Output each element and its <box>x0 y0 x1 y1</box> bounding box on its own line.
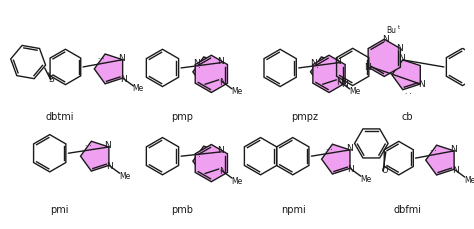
Text: Me: Me <box>231 87 243 96</box>
Text: Me: Me <box>119 172 130 181</box>
Polygon shape <box>195 55 228 93</box>
Text: · ·: · · <box>311 65 319 71</box>
Text: N: N <box>120 75 127 84</box>
Text: N: N <box>418 80 425 90</box>
Text: npmi: npmi <box>282 205 306 215</box>
Text: · ·: · · <box>194 154 201 160</box>
Text: pmi: pmi <box>50 205 69 215</box>
Text: N: N <box>341 80 347 89</box>
Text: N: N <box>335 57 341 66</box>
Text: N: N <box>217 146 224 155</box>
Text: N: N <box>396 44 403 53</box>
Polygon shape <box>322 144 350 174</box>
Polygon shape <box>81 141 109 171</box>
Text: Me: Me <box>464 176 474 185</box>
Text: N: N <box>347 165 355 174</box>
Text: N: N <box>398 55 405 63</box>
Text: N: N <box>105 142 111 150</box>
Polygon shape <box>195 144 228 182</box>
Text: dbfmi: dbfmi <box>393 205 421 215</box>
Text: · ·: · · <box>430 148 437 154</box>
Text: O: O <box>382 166 388 175</box>
Text: S: S <box>49 75 55 84</box>
Text: pmb: pmb <box>171 205 193 215</box>
Text: · ·: · · <box>84 143 91 149</box>
Text: N: N <box>450 145 456 154</box>
Text: pmpz: pmpz <box>291 112 318 122</box>
Text: N: N <box>217 57 224 66</box>
Text: cb: cb <box>402 112 413 122</box>
Text: Me: Me <box>360 175 371 184</box>
Text: N: N <box>337 78 343 87</box>
Text: dbtmi: dbtmi <box>46 112 74 122</box>
Polygon shape <box>193 146 221 176</box>
Polygon shape <box>426 145 454 175</box>
Text: Me: Me <box>133 85 144 93</box>
Polygon shape <box>193 57 221 87</box>
Text: · ·: · · <box>326 147 332 153</box>
Polygon shape <box>313 55 345 93</box>
Text: N: N <box>193 59 200 68</box>
Polygon shape <box>94 54 123 84</box>
Text: Me: Me <box>349 87 360 96</box>
Text: · ·: · · <box>98 57 105 63</box>
Text: N: N <box>107 162 113 171</box>
Text: · ·: · · <box>405 91 412 97</box>
Polygon shape <box>310 57 339 87</box>
Text: N: N <box>118 54 125 63</box>
Text: Bu: Bu <box>386 26 396 35</box>
Polygon shape <box>368 39 401 76</box>
Text: pmp: pmp <box>171 112 193 122</box>
Text: N: N <box>219 167 226 176</box>
Text: N: N <box>382 35 389 44</box>
Text: N: N <box>219 78 226 87</box>
Text: N: N <box>452 166 458 175</box>
Text: N: N <box>364 63 371 72</box>
Polygon shape <box>392 60 420 90</box>
Text: N: N <box>346 144 352 153</box>
Text: N: N <box>310 59 317 68</box>
Text: Me: Me <box>231 177 243 185</box>
Text: t: t <box>398 25 400 30</box>
Text: · ·: · · <box>194 65 201 71</box>
